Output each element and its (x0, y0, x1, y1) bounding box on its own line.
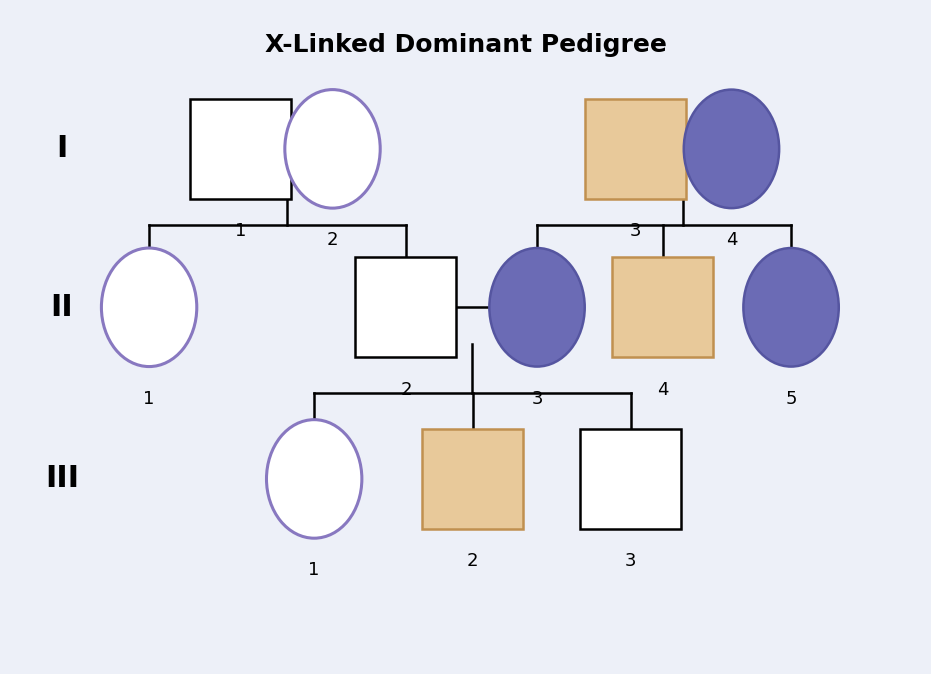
Text: 1: 1 (308, 561, 320, 579)
Ellipse shape (683, 90, 779, 208)
Ellipse shape (490, 248, 585, 367)
Bar (356, 257, 456, 357)
Bar (190, 98, 291, 199)
Text: 2: 2 (467, 552, 479, 570)
Bar (613, 257, 713, 357)
Text: 3: 3 (532, 390, 543, 408)
Text: III: III (45, 464, 79, 493)
Bar (585, 98, 685, 199)
Text: 2: 2 (400, 381, 412, 398)
Text: 2: 2 (327, 231, 338, 249)
Text: 5: 5 (786, 390, 797, 408)
Bar (580, 429, 681, 529)
Text: I: I (56, 134, 68, 163)
Ellipse shape (266, 420, 362, 539)
Text: 3: 3 (625, 552, 636, 570)
Ellipse shape (285, 90, 380, 208)
Text: II: II (50, 293, 74, 321)
Ellipse shape (743, 248, 839, 367)
Text: 1: 1 (236, 222, 247, 240)
Ellipse shape (101, 248, 196, 367)
Text: 3: 3 (629, 222, 641, 240)
Bar (423, 429, 523, 529)
Text: 4: 4 (657, 381, 668, 398)
Text: X-Linked Dominant Pedigree: X-Linked Dominant Pedigree (264, 33, 667, 57)
Text: 4: 4 (725, 231, 737, 249)
Text: 1: 1 (143, 390, 155, 408)
